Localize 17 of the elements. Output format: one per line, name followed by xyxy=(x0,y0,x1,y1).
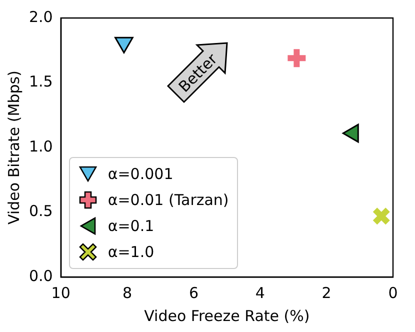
x-tick-label: 8 xyxy=(122,284,132,302)
x-tick-label: 2 xyxy=(322,284,332,302)
x-tick-label: 4 xyxy=(255,284,265,302)
legend-label: α=0.01 (Tarzan) xyxy=(108,191,229,209)
y-tick-label: 1.5 xyxy=(28,72,53,91)
x-tick-label: 0 xyxy=(388,284,398,302)
x-tick-label: 10 xyxy=(51,284,70,302)
y-tick-label: 2.0 xyxy=(28,8,53,26)
y-tick-label: 0.5 xyxy=(28,202,53,220)
y-tick-label: 1.0 xyxy=(28,137,53,156)
y-axis-title: Video Bitrate (Mbps) xyxy=(4,70,23,224)
legend-label: α=1.0 xyxy=(108,243,154,261)
x-tick-label: 6 xyxy=(188,284,198,302)
x-axis-title: Video Freeze Rate (%) xyxy=(144,306,310,325)
y-tick-label: 0.0 xyxy=(28,266,53,285)
legend-label: α=0.1 xyxy=(108,217,154,235)
legend-label: α=0.001 xyxy=(108,165,174,183)
